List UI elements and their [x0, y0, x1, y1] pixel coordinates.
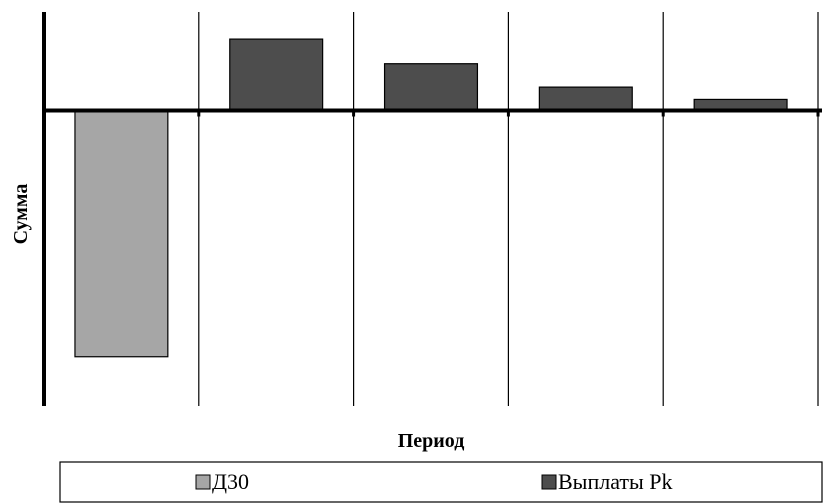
axes — [42, 12, 822, 406]
x-axis-label: Период — [398, 430, 465, 452]
legend-swatch-payments — [541, 474, 557, 490]
legend-swatch-d30 — [195, 474, 211, 490]
legend: Д30 Выплаты Pk — [59, 461, 823, 503]
legend-label-d30: Д30 — [212, 469, 249, 494]
legend-label-payments: Выплаты Pk — [558, 469, 673, 494]
bar-d30-1 — [74, 109, 169, 358]
legend-box — [59, 461, 823, 503]
bar-payments-4 — [538, 86, 633, 112]
bars — [74, 38, 788, 358]
y-axis-label: Сумма — [10, 184, 32, 245]
bar-payments-3 — [383, 63, 479, 112]
vertical-gridlines — [198, 12, 819, 406]
bar-payments-2 — [229, 38, 324, 112]
